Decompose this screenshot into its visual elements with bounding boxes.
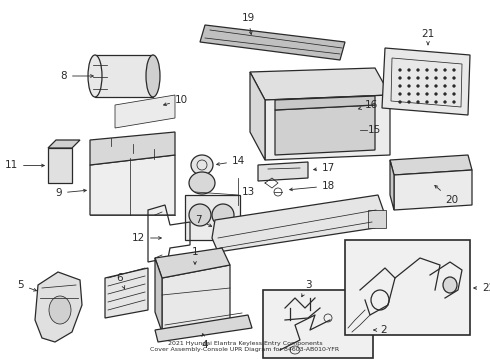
Ellipse shape: [408, 93, 411, 95]
Ellipse shape: [452, 77, 456, 80]
Ellipse shape: [408, 77, 411, 80]
Polygon shape: [155, 248, 230, 278]
Text: 18: 18: [290, 181, 335, 191]
Ellipse shape: [443, 93, 446, 95]
Text: 14: 14: [217, 156, 245, 166]
Polygon shape: [155, 315, 252, 342]
Polygon shape: [155, 258, 162, 332]
Text: 2: 2: [374, 325, 387, 335]
Ellipse shape: [189, 204, 211, 226]
Ellipse shape: [452, 85, 456, 87]
Text: 11: 11: [5, 161, 44, 171]
Bar: [185, 195, 240, 240]
Text: 17: 17: [314, 163, 335, 173]
Text: 7: 7: [196, 215, 212, 226]
Polygon shape: [48, 140, 80, 148]
Text: 21: 21: [421, 29, 435, 45]
Polygon shape: [275, 105, 375, 155]
Polygon shape: [162, 265, 230, 332]
Ellipse shape: [452, 68, 456, 72]
Polygon shape: [382, 48, 470, 115]
Polygon shape: [250, 72, 265, 160]
Ellipse shape: [425, 93, 428, 95]
Polygon shape: [258, 162, 308, 181]
Text: 15: 15: [368, 125, 381, 135]
Polygon shape: [90, 155, 175, 215]
Ellipse shape: [435, 100, 438, 104]
Text: 19: 19: [242, 13, 255, 34]
Text: 20: 20: [435, 185, 458, 205]
Ellipse shape: [435, 68, 438, 72]
Ellipse shape: [452, 100, 456, 104]
Bar: [95, 55, 153, 97]
Bar: [345, 240, 470, 335]
Text: 12: 12: [132, 233, 161, 243]
Polygon shape: [390, 155, 472, 175]
Bar: [48, 148, 72, 183]
Ellipse shape: [443, 100, 446, 104]
Ellipse shape: [408, 85, 411, 87]
Ellipse shape: [212, 204, 234, 226]
Ellipse shape: [435, 77, 438, 80]
Text: 4: 4: [202, 334, 208, 350]
Ellipse shape: [398, 77, 401, 80]
Bar: [368, 210, 386, 228]
Ellipse shape: [191, 155, 213, 175]
Ellipse shape: [425, 77, 428, 80]
Ellipse shape: [443, 85, 446, 87]
Text: 13: 13: [242, 187, 255, 197]
Text: 6: 6: [117, 273, 125, 289]
Text: 2021 Hyundai Elantra Keyless Entry Components
Cover Assembly-Console UPR Diagram: 2021 Hyundai Elantra Keyless Entry Compo…: [150, 341, 340, 352]
Ellipse shape: [146, 55, 160, 97]
Ellipse shape: [398, 85, 401, 87]
Ellipse shape: [416, 100, 419, 104]
Ellipse shape: [425, 100, 428, 104]
Ellipse shape: [443, 77, 446, 80]
Text: 16: 16: [359, 100, 378, 110]
Polygon shape: [212, 195, 385, 252]
Polygon shape: [250, 68, 390, 100]
Text: 8: 8: [60, 71, 93, 81]
Ellipse shape: [452, 93, 456, 95]
Polygon shape: [35, 272, 82, 342]
Polygon shape: [115, 95, 175, 128]
Polygon shape: [265, 95, 390, 160]
Ellipse shape: [49, 296, 71, 324]
Polygon shape: [200, 25, 345, 60]
Ellipse shape: [416, 68, 419, 72]
Ellipse shape: [408, 100, 411, 104]
Text: 22: 22: [474, 283, 490, 293]
Bar: [263, 290, 373, 358]
Ellipse shape: [425, 85, 428, 87]
Ellipse shape: [435, 85, 438, 87]
Text: 5: 5: [17, 280, 37, 291]
Ellipse shape: [398, 100, 401, 104]
Ellipse shape: [435, 93, 438, 95]
Ellipse shape: [416, 85, 419, 87]
Polygon shape: [394, 170, 472, 210]
Text: 9: 9: [55, 188, 86, 198]
Ellipse shape: [398, 68, 401, 72]
Ellipse shape: [416, 77, 419, 80]
Polygon shape: [390, 160, 394, 210]
Polygon shape: [105, 268, 148, 318]
Ellipse shape: [398, 93, 401, 95]
Polygon shape: [90, 132, 175, 165]
Ellipse shape: [408, 68, 411, 72]
Ellipse shape: [88, 55, 102, 97]
Text: 3: 3: [302, 280, 311, 297]
Text: 1: 1: [192, 247, 198, 264]
Ellipse shape: [189, 172, 215, 194]
Polygon shape: [275, 96, 375, 110]
Ellipse shape: [416, 93, 419, 95]
Text: 10: 10: [164, 95, 188, 105]
Ellipse shape: [443, 277, 457, 293]
Ellipse shape: [425, 68, 428, 72]
Ellipse shape: [443, 68, 446, 72]
